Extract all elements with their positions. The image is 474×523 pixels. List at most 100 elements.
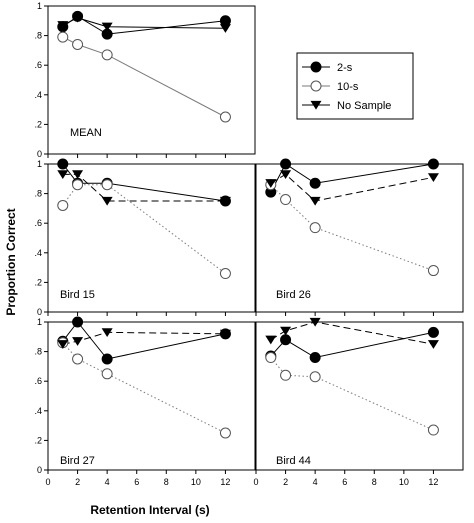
y-tick-label: .6 — [34, 60, 42, 70]
legend-label-no-sample: No Sample — [337, 100, 391, 112]
series-line-2-s — [270, 331, 434, 359]
panel-label-bird-44: Bird 44 — [276, 455, 311, 467]
y-tick-label: 1 — [37, 1, 42, 11]
data-point-10-s-x2 — [280, 194, 292, 206]
y-tick-label: 0 — [37, 465, 42, 475]
data-point-2-s-x4 — [309, 177, 321, 189]
data-point-no-sample-x1 — [57, 21, 69, 30]
x-tick-label: 4 — [105, 477, 110, 487]
series-line-no-sample — [62, 331, 226, 345]
data-point-no-sample-x2 — [72, 170, 84, 180]
legend-label-2-s: 2-s — [337, 62, 353, 74]
data-point-10-s-x12 — [427, 424, 439, 436]
x-tick-label: 6 — [134, 477, 139, 487]
series-line-2-s — [62, 15, 226, 35]
series-line-no-sample — [62, 173, 226, 202]
data-point-no-sample-x4 — [101, 22, 113, 32]
data-point-10-s-x4 — [101, 179, 113, 191]
series-line-no-sample — [270, 321, 434, 345]
y-tick-label: .8 — [34, 347, 42, 357]
data-point-no-sample-x4 — [309, 196, 321, 206]
y-tick-label: .8 — [34, 31, 42, 41]
data-point-10-s-x4 — [101, 49, 113, 61]
panel-bird-15: 0 .2 .4 .6 .8 1 Bird 15 — [34, 158, 256, 317]
data-point-10-s-x4 — [309, 371, 321, 383]
data-point-2-s-x4 — [309, 352, 321, 364]
series-line-2-s — [62, 321, 226, 360]
data-point-2-s-x4 — [101, 353, 113, 365]
x-tick-label: 12 — [220, 477, 230, 487]
series-line-10-s — [62, 342, 226, 434]
panel-mean: 0 .2 .4 .6 .8 1 MEAN — [34, 1, 256, 159]
panel-label-mean: MEAN — [70, 127, 102, 139]
data-point-10-s-legend — [310, 80, 322, 92]
data-point-10-s-x1 — [265, 352, 277, 364]
series-line-no-sample — [270, 173, 434, 202]
data-point-10-s-x4 — [101, 368, 113, 380]
data-point-10-s-x12 — [219, 268, 231, 280]
data-point-no-sample-x12 — [219, 24, 231, 33]
panel-frame — [47, 321, 256, 471]
data-point-10-s-x12 — [219, 111, 231, 123]
panel-frame — [47, 5, 256, 155]
data-point-no-sample-x4 — [101, 328, 113, 338]
x-tick-label: 2 — [283, 477, 288, 487]
data-point-10-s-x2 — [72, 38, 84, 50]
data-point-no-sample-x12 — [427, 340, 439, 349]
data-point-no-sample-x1 — [265, 335, 277, 345]
data-point-2-s-legend — [310, 61, 322, 73]
panel-bird-26: Bird 26 — [255, 158, 464, 316]
x-tick-label: 10 — [191, 477, 201, 487]
data-point-10-s-x12 — [427, 265, 439, 277]
x-tick-label: 8 — [164, 477, 169, 487]
data-point-no-sample-x4 — [101, 196, 113, 206]
data-point-2-s-x2 — [280, 158, 292, 170]
data-point-no-sample-x1 — [57, 170, 69, 180]
data-point-no-sample-x4 — [309, 317, 321, 327]
data-point-10-s-x2 — [72, 179, 84, 191]
data-point-no-sample-x12 — [427, 173, 439, 182]
data-point-10-s-x12 — [219, 427, 231, 439]
x-tick-label: 4 — [313, 477, 318, 487]
legend-label-10-s: 10-s — [337, 81, 359, 93]
panel-label-bird-26: Bird 26 — [276, 289, 311, 301]
series-line-10-s — [62, 184, 226, 274]
data-point-10-s-x4 — [309, 222, 321, 234]
data-point-2-s-x12 — [427, 326, 439, 338]
panel-label-bird-15: Bird 15 — [60, 289, 95, 301]
data-point-no-sample-x2 — [280, 170, 292, 180]
series-line-10-s — [270, 184, 434, 272]
panel-frame — [47, 163, 256, 313]
data-point-2-s-x2 — [280, 334, 292, 346]
y-tick-label: 1 — [37, 317, 42, 327]
data-point-10-s-x1 — [57, 199, 69, 211]
x-axis-title: Retention Interval (s) — [90, 503, 209, 517]
series-line-10-s — [270, 357, 434, 431]
x-tick-label: 2 — [75, 477, 80, 487]
panel-bird-44: 0 2 4 6 8 10 12 Bird 44 — [253, 317, 464, 487]
y-tick-label: 0 — [37, 149, 42, 159]
x-tick-label: 6 — [342, 477, 347, 487]
data-point-10-s-x1 — [57, 31, 69, 43]
data-point-no-sample-x1 — [57, 340, 69, 349]
data-point-no-sample-x2 — [72, 337, 84, 346]
x-tick-label: 0 — [253, 477, 258, 487]
y-tick-label: .4 — [34, 406, 42, 416]
x-tick-label: 10 — [399, 477, 409, 487]
x-tick-label: 0 — [45, 477, 50, 487]
x-tick-label: 12 — [428, 477, 438, 487]
panels-layer: 0 .2 .4 .6 .8 1 MEAN 0 .2 .4 .6 .8 1 Bird 15 Bird 26 0.… — [34, 1, 464, 487]
series-line-2-s — [62, 163, 226, 202]
data-point-no-sample-x12 — [219, 196, 231, 206]
panel-frame — [255, 163, 464, 313]
data-point-2-s-x12 — [427, 158, 439, 170]
y-tick-label: .2 — [34, 277, 42, 287]
y-tick-label: 1 — [37, 159, 42, 169]
y-tick-label: .4 — [34, 90, 42, 100]
y-tick-label: .4 — [34, 248, 42, 258]
data-point-no-sample-x2 — [72, 13, 84, 23]
data-point-10-s-x2 — [280, 369, 292, 381]
series-line-2-s — [270, 163, 434, 193]
